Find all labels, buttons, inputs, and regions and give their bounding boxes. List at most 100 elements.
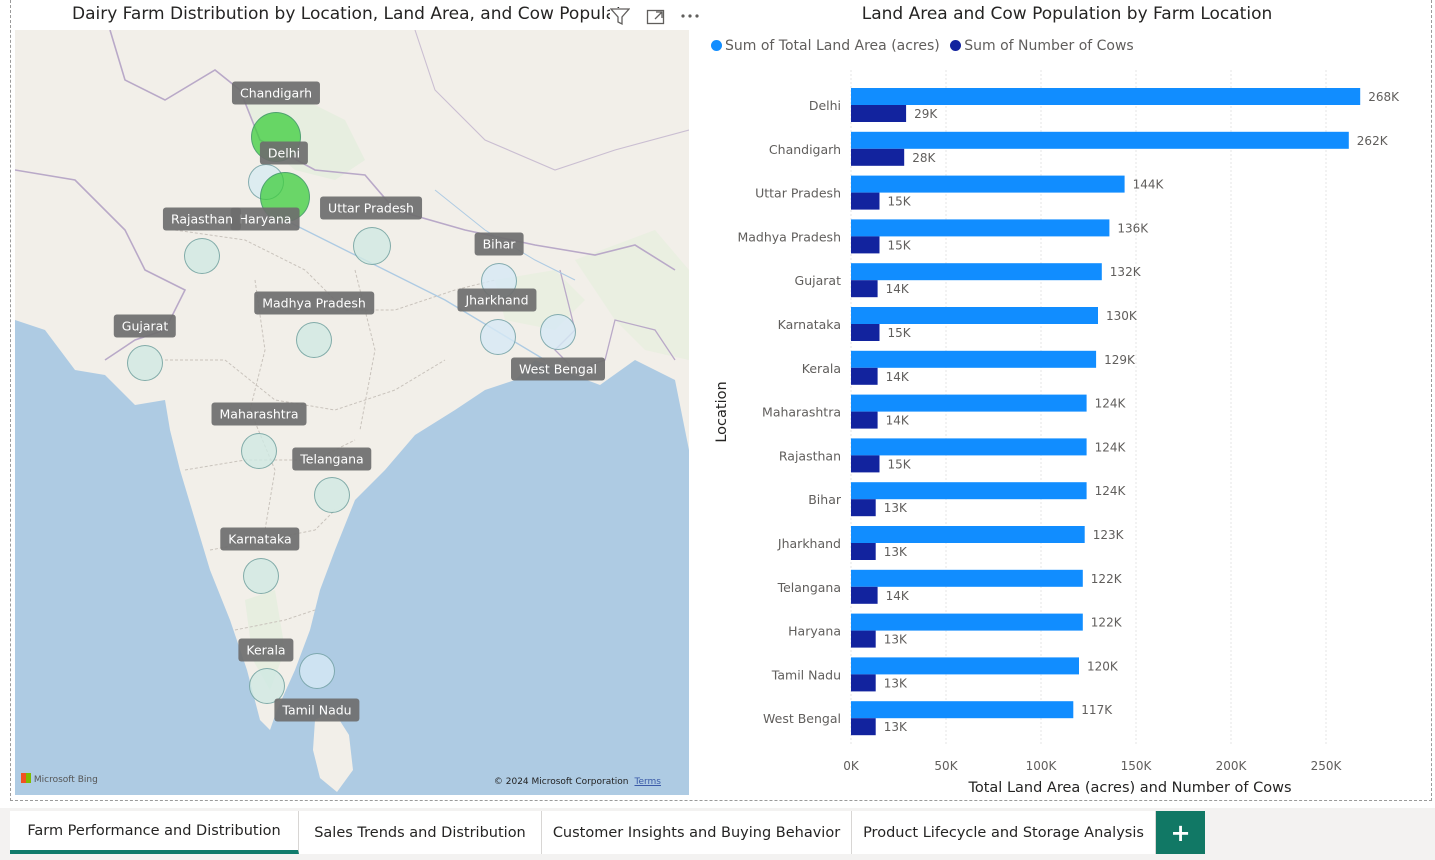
focus-mode-icon[interactable]: [646, 8, 666, 30]
category-label[interactable]: Madhya Pradesh: [737, 229, 841, 244]
bar-land-area[interactable]: [851, 657, 1079, 675]
bar-cows[interactable]: [851, 718, 876, 736]
map-label-jharkhand: Jharkhand: [457, 288, 537, 312]
bar-cows[interactable]: [851, 674, 876, 692]
add-page-button[interactable]: +: [1156, 811, 1205, 854]
data-label: 15K: [888, 326, 912, 340]
bar-cows[interactable]: [851, 630, 876, 648]
report-canvas: [10, 0, 1432, 801]
bar-cows[interactable]: [851, 236, 880, 254]
legend-item-land-area[interactable]: Sum of Total Land Area (acres): [711, 38, 940, 54]
tab-farm-performance[interactable]: Farm Performance and Distribution: [10, 811, 299, 854]
bar-cows[interactable]: [851, 411, 878, 429]
bar-land-area[interactable]: [851, 350, 1097, 368]
india-base-map: [15, 30, 689, 792]
y-axis-title: Location: [714, 381, 730, 442]
bubble-uttar-pradesh[interactable]: [353, 227, 391, 265]
map-title: Dairy Farm Distribution by Location, Lan…: [72, 4, 623, 24]
bar-land-area[interactable]: [851, 394, 1087, 412]
bar-chart-visual[interactable]: Land Area and Cow Population by Farm Loc…: [697, 0, 1432, 800]
bar-cows[interactable]: [851, 192, 880, 210]
x-tick-label: 0K: [843, 759, 860, 773]
data-label: 13K: [884, 633, 908, 647]
tab-sales-trends[interactable]: Sales Trends and Distribution: [299, 811, 542, 854]
bubble-rajasthan[interactable]: [184, 238, 220, 274]
category-label[interactable]: Delhi: [809, 98, 841, 113]
bubble-gujarat[interactable]: [127, 345, 163, 381]
tab-customer-insights[interactable]: Customer Insights and Buying Behavior: [542, 811, 852, 854]
data-label: 124K: [1095, 440, 1127, 454]
bubble-madhya-pradesh[interactable]: [296, 322, 332, 358]
bubble-telangana[interactable]: [314, 477, 350, 513]
bar-land-area[interactable]: [851, 307, 1098, 324]
category-label[interactable]: Rajasthan: [779, 448, 841, 463]
data-label: 28K: [912, 151, 936, 165]
bar-land-area[interactable]: [851, 219, 1110, 237]
bubble-tamil-nadu[interactable]: [299, 653, 335, 689]
bar-land-area[interactable]: [851, 569, 1083, 587]
bar-land-area[interactable]: [851, 438, 1087, 456]
bar-land-area[interactable]: [851, 88, 1361, 105]
bubble-maharashtra[interactable]: [241, 433, 277, 469]
map-label-kerala: Kerala: [238, 638, 294, 662]
category-label[interactable]: Tamil Nadu: [771, 667, 841, 682]
x-tick-label: 250K: [1311, 759, 1343, 773]
bubble-west-bengal[interactable]: [540, 314, 576, 350]
bar-cows[interactable]: [851, 499, 876, 517]
data-label: 14K: [886, 370, 910, 384]
bubble-kerala[interactable]: [249, 668, 285, 704]
map-label-karnataka: Karnataka: [220, 527, 300, 551]
bar-cows[interactable]: [851, 543, 876, 560]
map-area[interactable]: Chandigarh Delhi Haryana Rajasthan Uttar…: [15, 30, 689, 795]
more-options-icon[interactable]: [680, 6, 700, 28]
bing-logo: Microsoft Bing: [21, 773, 98, 785]
legend-item-cows[interactable]: Sum of Number of Cows: [950, 38, 1134, 54]
map-label-gujarat: Gujarat: [113, 314, 177, 338]
x-tick-label: 200K: [1216, 759, 1248, 773]
tab-product-lifecycle[interactable]: Product Lifecycle and Storage Analysis: [852, 811, 1156, 854]
page-tabs: Farm Performance and Distribution Sales …: [0, 808, 1435, 860]
map-label-uttar-pradesh: Uttar Pradesh: [320, 196, 422, 220]
category-label[interactable]: Karnataka: [778, 317, 841, 332]
bar-cows[interactable]: [851, 280, 878, 298]
bar-land-area[interactable]: [851, 526, 1085, 543]
map-label-madhya-pradesh: Madhya Pradesh: [254, 291, 374, 315]
x-axis-title: Total Land Area (acres) and Number of Co…: [967, 780, 1291, 796]
category-label[interactable]: Jharkhand: [777, 536, 841, 551]
data-label: 14K: [886, 282, 910, 296]
bar-cows[interactable]: [851, 586, 878, 604]
category-label[interactable]: Gujarat: [795, 273, 842, 288]
terms-link[interactable]: Terms: [634, 777, 661, 787]
x-tick-label: 150K: [1121, 759, 1153, 773]
bar-land-area[interactable]: [851, 613, 1083, 631]
bar-cows[interactable]: [851, 455, 880, 473]
category-label[interactable]: Telangana: [777, 580, 841, 595]
data-label: 15K: [888, 195, 912, 209]
bar-land-area[interactable]: [851, 701, 1074, 719]
bar-cows[interactable]: [851, 148, 905, 166]
bar-land-area[interactable]: [851, 131, 1349, 149]
bar-land-area[interactable]: [851, 482, 1087, 500]
category-label[interactable]: Kerala: [802, 361, 841, 376]
map-visual[interactable]: Dairy Farm Distribution by Location, Lan…: [12, 0, 700, 798]
filter-icon[interactable]: [609, 8, 631, 30]
data-label: 15K: [888, 457, 912, 471]
bubble-jharkhand[interactable]: [480, 319, 516, 355]
data-label: 132K: [1110, 265, 1142, 279]
bar-cows[interactable]: [851, 324, 880, 341]
category-label[interactable]: Uttar Pradesh: [755, 186, 841, 201]
category-label[interactable]: Bihar: [808, 492, 842, 507]
bar-land-area[interactable]: [851, 263, 1102, 281]
bar-cows[interactable]: [851, 105, 907, 122]
map-label-maharashtra: Maharashtra: [211, 402, 307, 426]
category-label[interactable]: West Bengal: [763, 711, 841, 726]
data-label: 29K: [914, 107, 938, 121]
data-label: 123K: [1093, 528, 1125, 542]
category-label[interactable]: Chandigarh: [769, 142, 841, 157]
bar-land-area[interactable]: [851, 175, 1125, 193]
category-label[interactable]: Maharashtra: [762, 405, 841, 420]
map-copyright: © 2024 Microsoft Corporation Terms: [493, 777, 661, 787]
bar-cows[interactable]: [851, 367, 878, 385]
category-label[interactable]: Haryana: [788, 624, 841, 639]
bubble-karnataka[interactable]: [243, 558, 279, 594]
